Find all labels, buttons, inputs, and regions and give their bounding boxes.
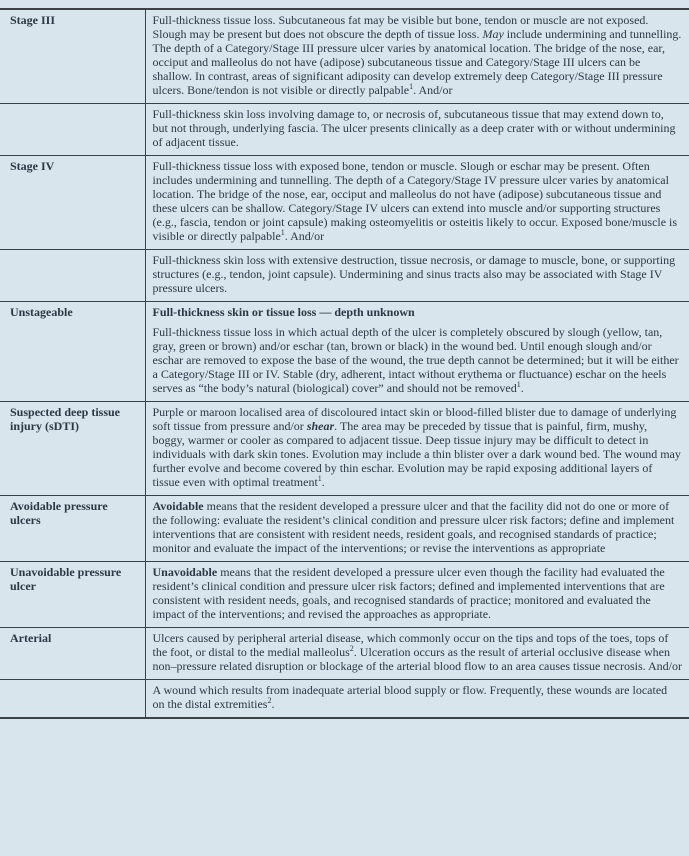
definition-paragraph: A wound which results from inadequate ar… — [153, 683, 683, 711]
definition-cell: Unavoidable means that the resident deve… — [145, 562, 689, 628]
definition-paragraph: Full-thickness skin or tissue loss — dep… — [153, 305, 683, 319]
definition-paragraph: Purple or maroon localised area of disco… — [153, 405, 683, 489]
text-run: . — [520, 381, 524, 395]
definition-cell: A wound which results from inadequate ar… — [145, 680, 689, 719]
term-cell: Suspected deep tissue injury (sDTI) — [0, 401, 146, 496]
definition-cell: Avoidable means that the resident develo… — [145, 496, 689, 562]
footnote-reference: 1 — [516, 380, 521, 389]
definition-paragraph: Full-thickness skin loss with extensive … — [153, 253, 683, 295]
text-run: A wound which results from inadequate ar… — [152, 683, 668, 711]
text-run: Avoidable — [152, 499, 204, 513]
text-run: Purple or maroon localised area of disco… — [152, 405, 677, 433]
table-row: Unstageable Full-thickness skin or tissu… — [0, 301, 689, 402]
table-row: A wound which results from inadequate ar… — [0, 679, 689, 719]
table-row: Arterial Ulcers caused by peripheral art… — [0, 627, 689, 680]
footnote-reference: 2 — [267, 696, 272, 705]
text-run: . The area may be preceded by tissue tha… — [152, 419, 681, 489]
text-run: . — [321, 475, 325, 489]
text-run: Ulcers caused by peripheral arterial dis… — [152, 631, 669, 659]
definition-cell: Full-thickness skin or tissue loss — dep… — [145, 302, 689, 402]
text-run: Full-thickness skin loss with extensive … — [152, 253, 676, 295]
text-run: Full-thickness skin loss involving damag… — [152, 107, 676, 149]
table-row: Full-thickness skin loss with extensive … — [0, 249, 689, 302]
term-cell: Unstageable — [0, 301, 146, 402]
definition-paragraph: Unavoidable means that the resident deve… — [153, 565, 683, 621]
term-cell: Unavoidable pressure ulcer — [0, 561, 146, 628]
text-run: shear — [306, 419, 335, 433]
table-body: Stage III Full-thickness tissue loss. Su… — [0, 9, 689, 718]
term-cell — [0, 249, 146, 302]
definition-cell: Ulcers caused by peripheral arterial dis… — [145, 628, 689, 680]
definition-cell: Full-thickness skin loss involving damag… — [145, 104, 689, 156]
table-row: Stage IV Full-thickness tissue loss with… — [0, 155, 689, 250]
text-run: Full-thickness tissue loss with exposed … — [152, 159, 678, 243]
text-run: . And/or — [284, 229, 325, 243]
definition-paragraph: Avoidable means that the resident develo… — [153, 499, 683, 555]
text-run: . And/or — [413, 83, 453, 97]
term-cell — [0, 679, 146, 718]
term-cell: Stage IV — [0, 155, 146, 250]
term-cell: Stage III — [0, 9, 146, 104]
text-run: Full-thickness tissue loss in which actu… — [152, 325, 679, 395]
footnote-reference: 1 — [280, 228, 285, 237]
footnote-reference: 1 — [409, 82, 414, 91]
footnote-reference: 2 — [349, 644, 354, 653]
pressure-ulcer-definitions-table: Stage III Full-thickness tissue loss. Su… — [0, 8, 689, 719]
footnote-reference: 1 — [317, 474, 322, 483]
text-run: . Ulceration occurs as the result of art… — [152, 645, 683, 673]
table-row: Full-thickness skin loss involving damag… — [0, 103, 689, 156]
definition-paragraph: Full-thickness tissue loss with exposed … — [153, 159, 683, 243]
term-cell: Arterial — [0, 627, 146, 680]
definition-cell: Full-thickness tissue loss. Subcutaneous… — [145, 9, 689, 104]
text-run: Full-thickness tissue loss. Subcutaneous… — [152, 13, 649, 41]
text-run: means that the resident developed a pres… — [152, 499, 675, 555]
text-run: May — [482, 27, 504, 41]
definition-cell: Purple or maroon localised area of disco… — [145, 402, 689, 496]
definition-paragraph: Ulcers caused by peripheral arterial dis… — [153, 631, 683, 673]
table-row: Unavoidable pressure ulcer Unavoidable m… — [0, 561, 689, 628]
table-row: Stage III Full-thickness tissue loss. Su… — [0, 9, 689, 104]
table-row: Suspected deep tissue injury (sDTI) Purp… — [0, 401, 689, 496]
text-run: . — [271, 697, 275, 711]
term-cell — [0, 103, 146, 156]
table-row: Avoidable pressure ulcers Avoidable mean… — [0, 495, 689, 562]
definition-cell: Full-thickness skin loss with extensive … — [145, 250, 689, 302]
definition-paragraph: Full-thickness skin loss involving damag… — [153, 107, 683, 149]
text-run: Unavoidable — [152, 565, 218, 579]
text-run: Full-thickness skin or tissue loss — dep… — [152, 305, 415, 319]
text-run: means that the resident developed a pres… — [152, 565, 665, 621]
definition-paragraph: Full-thickness tissue loss in which actu… — [153, 325, 683, 395]
text-run: include undermining and tunnelling. The … — [152, 27, 682, 97]
definition-cell: Full-thickness tissue loss with exposed … — [145, 156, 689, 250]
definition-paragraph: Full-thickness tissue loss. Subcutaneous… — [153, 13, 683, 97]
term-cell: Avoidable pressure ulcers — [0, 495, 146, 562]
